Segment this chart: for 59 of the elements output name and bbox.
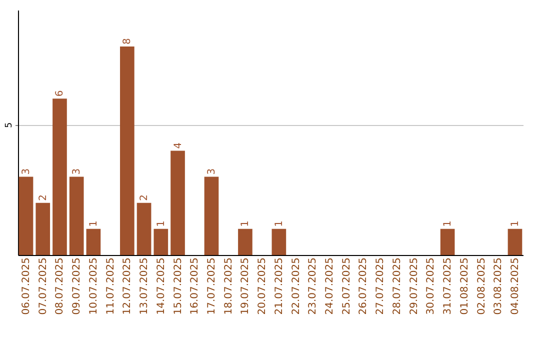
bar bbox=[69, 176, 84, 255]
bar bbox=[36, 202, 50, 255]
y-tick-label: 5 bbox=[4, 122, 14, 128]
x-tick-label: 24.07.2025 bbox=[324, 258, 336, 315]
bar bbox=[440, 228, 455, 255]
x-tick-label: 15.07.2025 bbox=[172, 258, 184, 315]
x-tick-label: 23.07.2025 bbox=[308, 258, 319, 315]
data-label: 2 bbox=[38, 194, 49, 201]
x-tick-label: 09.07.2025 bbox=[72, 258, 83, 315]
x-tick-label: 08.07.2025 bbox=[54, 258, 66, 315]
x-tick-label: 10.07.2025 bbox=[88, 258, 100, 315]
x-tick-label: 11.07.2025 bbox=[105, 258, 116, 315]
data-label: 6 bbox=[54, 90, 66, 97]
data-label: 3 bbox=[21, 168, 32, 175]
bar bbox=[170, 150, 185, 255]
bar bbox=[204, 176, 219, 255]
x-tick-label: 26.07.2025 bbox=[358, 258, 370, 315]
x-tick-label: 29.07.2025 bbox=[408, 258, 420, 315]
x-tick-label: 31.07.2025 bbox=[442, 258, 454, 315]
data-label: 4 bbox=[172, 142, 184, 149]
bar bbox=[136, 202, 152, 255]
bar bbox=[508, 228, 522, 255]
x-tick-label: 27.07.2025 bbox=[375, 258, 386, 315]
x-tick-label: 03.08.2025 bbox=[493, 258, 504, 315]
x-tick-label: 20.07.2025 bbox=[257, 258, 268, 315]
x-tick-label: 19.07.2025 bbox=[240, 258, 252, 315]
data-label: 3 bbox=[72, 168, 83, 175]
data-label: 1 bbox=[240, 220, 252, 227]
x-tick-label: 17.07.2025 bbox=[206, 258, 218, 315]
bar bbox=[52, 98, 67, 255]
x-tick-label: 14.07.2025 bbox=[156, 258, 167, 315]
data-label: 8 bbox=[122, 38, 134, 44]
data-label: 2 bbox=[139, 194, 150, 201]
data-label: 1 bbox=[156, 220, 167, 227]
x-tick-label: 28.07.2025 bbox=[392, 258, 403, 315]
bar bbox=[86, 228, 101, 255]
x-tick-label: 16.07.2025 bbox=[190, 258, 201, 315]
bar bbox=[120, 46, 134, 255]
x-tick-label: 12.07.2025 bbox=[122, 258, 134, 315]
data-label: 1 bbox=[88, 220, 100, 227]
x-tick-label: 06.07.2025 bbox=[21, 258, 32, 315]
x-tick-label: 02.08.2025 bbox=[476, 258, 488, 315]
x-tick-label: 04.08.2025 bbox=[510, 258, 521, 315]
bar bbox=[272, 228, 286, 255]
x-tick-label: 22.07.2025 bbox=[290, 258, 302, 315]
x-tick-label: 30.07.2025 bbox=[426, 258, 437, 315]
data-label: 1 bbox=[510, 220, 521, 227]
x-tick-label: 21.07.2025 bbox=[274, 258, 285, 315]
x-tick-label: 01.08.2025 bbox=[459, 258, 470, 315]
bar bbox=[18, 176, 34, 255]
x-tick-label: 18.07.2025 bbox=[223, 258, 234, 315]
x-tick-label: 13.07.2025 bbox=[139, 258, 150, 315]
x-tick-label: 07.07.2025 bbox=[38, 258, 49, 315]
bar bbox=[238, 228, 252, 255]
bar bbox=[154, 228, 168, 255]
data-label: 3 bbox=[206, 168, 218, 175]
x-tick-label: 25.07.2025 bbox=[341, 258, 352, 315]
data-label: 1 bbox=[442, 220, 454, 227]
data-label: 1 bbox=[274, 220, 285, 227]
